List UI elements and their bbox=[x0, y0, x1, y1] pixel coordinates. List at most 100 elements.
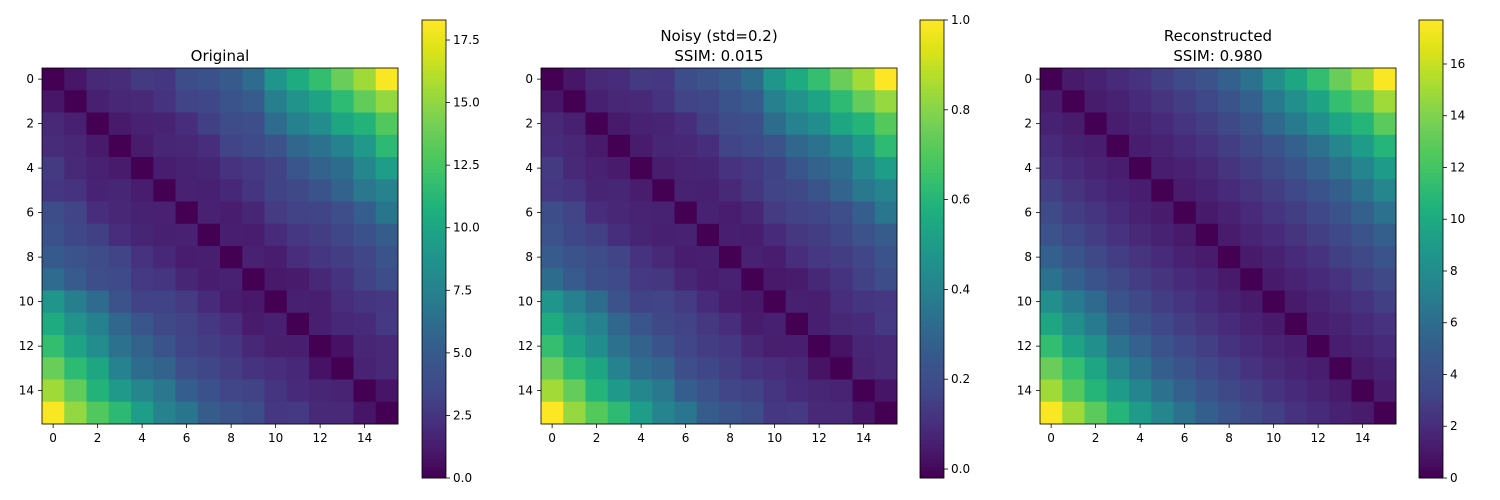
heatmap-cell bbox=[64, 290, 87, 314]
colorbar-step bbox=[920, 340, 944, 345]
heatmap-cell bbox=[86, 68, 110, 91]
heatmap-cell bbox=[1284, 246, 1308, 269]
heatmap-cell bbox=[42, 134, 65, 158]
colorbar-step bbox=[1419, 145, 1443, 151]
colorbar-step bbox=[1419, 35, 1443, 40]
colorbar-step bbox=[1419, 252, 1443, 258]
heatmap-cell bbox=[131, 112, 154, 136]
colorbar-step bbox=[920, 73, 944, 78]
heatmap-cell bbox=[286, 335, 310, 358]
heatmap-cell bbox=[652, 246, 675, 269]
heatmap-cell bbox=[874, 179, 898, 202]
heatmap-cell bbox=[309, 112, 332, 136]
heatmap-cell bbox=[830, 379, 853, 403]
heatmap-cell bbox=[1373, 90, 1397, 113]
colorbar-step bbox=[920, 100, 944, 105]
colorbar-step bbox=[1419, 229, 1443, 235]
heatmap-cell bbox=[696, 179, 720, 202]
heatmap-cell bbox=[64, 223, 87, 247]
heatmap-cell bbox=[874, 312, 898, 336]
heatmap-cell bbox=[1262, 335, 1286, 358]
heatmap-cell bbox=[131, 357, 154, 380]
heatmap-cell bbox=[741, 335, 764, 358]
heatmap-cell bbox=[220, 290, 243, 314]
heatmap-cell bbox=[131, 68, 154, 91]
colorbar-step bbox=[1419, 161, 1443, 166]
colorbar-step bbox=[920, 229, 944, 235]
heatmap-cell bbox=[808, 68, 831, 91]
heatmap-cell bbox=[830, 201, 853, 225]
colorbar-step bbox=[422, 413, 446, 418]
heatmap-cell bbox=[1373, 357, 1397, 380]
heatmap-cell bbox=[220, 246, 243, 269]
heatmap-cell bbox=[1373, 112, 1397, 136]
heatmap-cell bbox=[1262, 223, 1286, 247]
heatmap-cell bbox=[131, 401, 154, 425]
heatmap-cell bbox=[1062, 357, 1085, 380]
colorbar-step bbox=[1419, 264, 1443, 269]
heatmap-cell bbox=[696, 268, 720, 291]
colorbar-step bbox=[422, 344, 446, 349]
colorbar-tick-label: 4 bbox=[1450, 367, 1458, 381]
heatmap-cell bbox=[1173, 112, 1197, 136]
heatmap-cell bbox=[353, 335, 377, 358]
colorbar-frame bbox=[919, 19, 945, 479]
heatmap-cell bbox=[630, 201, 653, 225]
heatmap-cell bbox=[1062, 312, 1085, 336]
heatmap-cell bbox=[741, 312, 764, 336]
heatmap-cell bbox=[1351, 401, 1375, 425]
heatmap-cell bbox=[309, 223, 332, 247]
heatmap-cell bbox=[1151, 201, 1174, 225]
heatmap-cell bbox=[741, 268, 764, 291]
heatmap-cell bbox=[175, 246, 199, 269]
colorbar-step bbox=[920, 458, 944, 464]
heatmap-cell bbox=[331, 68, 354, 91]
heatmap-cell bbox=[585, 112, 609, 136]
heatmap-cell bbox=[86, 379, 110, 403]
heatmap-cell bbox=[1329, 335, 1352, 358]
colorbar-step bbox=[920, 462, 944, 468]
heatmap-cell bbox=[674, 401, 698, 425]
heatmap-cell bbox=[1151, 335, 1174, 358]
colorbar-step bbox=[422, 199, 446, 204]
heatmap-cell bbox=[153, 312, 176, 336]
heatmap-cell bbox=[830, 357, 853, 380]
heatmap-cell bbox=[674, 90, 698, 113]
heatmap-cell bbox=[1329, 312, 1352, 336]
heatmap-cell bbox=[541, 179, 564, 202]
heatmap-cell bbox=[1307, 268, 1330, 291]
colorbar-step bbox=[1419, 470, 1443, 475]
heatmap-cell bbox=[86, 401, 110, 425]
colorbar-step bbox=[920, 218, 944, 223]
heatmap-cell bbox=[220, 357, 243, 380]
colorbar-step bbox=[1419, 413, 1443, 418]
colorbar-step bbox=[422, 245, 446, 250]
colorbar-tick-label: 14 bbox=[1450, 109, 1465, 123]
heatmap-cell bbox=[852, 357, 876, 380]
heatmap-cell bbox=[1240, 201, 1263, 225]
colorbar-step bbox=[1419, 405, 1443, 410]
colorbar-step bbox=[422, 363, 446, 368]
heatmap-cell bbox=[1151, 90, 1174, 113]
heatmap-cell bbox=[220, 179, 243, 202]
heatmap-cell bbox=[1129, 223, 1152, 247]
heatmap-cell bbox=[1262, 379, 1286, 403]
colorbar-step bbox=[1419, 134, 1443, 139]
heatmap-cell bbox=[331, 112, 354, 136]
heatmap-cell bbox=[1195, 335, 1219, 358]
colorbar-step bbox=[422, 107, 446, 113]
colorbar-step bbox=[1419, 100, 1443, 105]
heatmap-cell bbox=[242, 179, 265, 202]
colorbar-step bbox=[920, 474, 944, 479]
heatmap-cell bbox=[630, 157, 653, 180]
heatmap-cell bbox=[242, 312, 265, 336]
heatmap-cell bbox=[1240, 134, 1263, 158]
heatmap-cell bbox=[108, 134, 132, 158]
heatmap-cell bbox=[808, 223, 831, 247]
heatmap-cell bbox=[696, 290, 720, 314]
heatmap-cell bbox=[652, 112, 675, 136]
colorbar-step bbox=[1419, 256, 1443, 261]
colorbar-step bbox=[422, 321, 446, 326]
heatmap-cell bbox=[785, 401, 809, 425]
heatmap-cell bbox=[674, 134, 698, 158]
